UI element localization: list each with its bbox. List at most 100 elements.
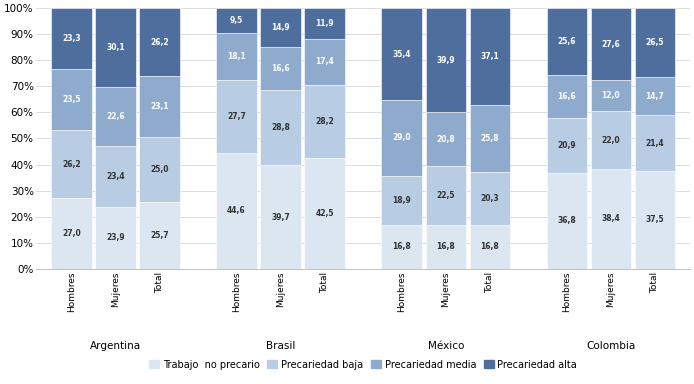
Text: 16,6: 16,6 [557,92,576,101]
Bar [217,8,257,33]
Text: 23,9: 23,9 [106,233,125,242]
Bar [382,8,422,100]
Bar [382,100,422,176]
Text: 16,6: 16,6 [271,64,290,73]
Text: México: México [428,341,464,351]
Bar [425,166,466,225]
Text: 27,7: 27,7 [227,112,246,121]
Bar [382,225,422,269]
Bar [260,90,301,166]
Bar [425,112,466,166]
Text: Argentina: Argentina [90,341,141,351]
Bar [470,105,510,172]
Bar [51,130,92,199]
Bar [425,8,466,112]
Text: 29,0: 29,0 [392,134,411,142]
Bar [591,80,631,111]
Bar [547,118,587,173]
Bar [591,8,631,80]
Bar [260,47,301,90]
Text: 21,4: 21,4 [645,139,664,148]
Bar [51,8,92,69]
Bar [51,69,92,130]
Bar [217,33,257,80]
Text: 23,1: 23,1 [150,102,169,111]
Text: 23,3: 23,3 [62,34,81,43]
Bar [139,76,180,137]
Bar [51,199,92,269]
Text: 18,9: 18,9 [392,196,411,205]
Legend: Trabajo  no precario, Precariedad baja, Precariedad media, Precariedad alta: Trabajo no precario, Precariedad baja, P… [145,356,581,373]
Text: 44,6: 44,6 [227,206,246,215]
Text: 37,1: 37,1 [480,52,499,61]
Text: 36,8: 36,8 [557,216,576,225]
Bar [95,207,135,269]
Bar [305,8,345,39]
Bar [425,225,466,269]
Text: 25,7: 25,7 [150,231,169,240]
Text: 25,0: 25,0 [150,165,169,174]
Bar [217,80,257,152]
Bar [591,111,631,169]
Text: 14,7: 14,7 [645,92,664,101]
Bar [95,8,135,87]
Text: 17,4: 17,4 [315,57,334,66]
Text: 26,5: 26,5 [645,38,664,47]
Bar [217,152,257,269]
Text: 30,1: 30,1 [106,43,125,52]
Text: Brasil: Brasil [266,341,295,351]
Bar [591,169,631,269]
Text: 12,0: 12,0 [602,91,620,100]
Bar [635,115,675,171]
Text: 22,0: 22,0 [602,136,620,144]
Text: 16,8: 16,8 [392,242,411,252]
Bar [470,225,510,269]
Text: 39,7: 39,7 [271,213,290,222]
Bar [139,8,180,76]
Bar [139,202,180,269]
Bar [635,8,675,77]
Text: 25,6: 25,6 [557,37,576,46]
Bar [470,172,510,225]
Bar [260,166,301,269]
Text: 9,5: 9,5 [230,16,243,25]
Bar [635,77,675,115]
Text: 23,4: 23,4 [106,172,125,180]
Text: 39,9: 39,9 [437,56,455,65]
Bar [305,84,345,158]
Text: 26,2: 26,2 [62,160,81,169]
Text: 20,9: 20,9 [557,141,576,150]
Bar [305,158,345,269]
Text: 27,6: 27,6 [602,40,620,49]
Text: 42,5: 42,5 [315,209,334,218]
Text: 38,4: 38,4 [602,214,620,223]
Text: 28,8: 28,8 [271,123,290,132]
Bar [305,39,345,84]
Text: 16,8: 16,8 [437,242,455,252]
Bar [547,173,587,269]
Text: 11,9: 11,9 [315,19,334,28]
Text: 28,2: 28,2 [315,117,334,126]
Text: 20,3: 20,3 [480,194,499,203]
Bar [547,8,587,75]
Text: 22,5: 22,5 [437,191,455,200]
Text: 23,5: 23,5 [62,95,81,104]
Bar [95,146,135,207]
Text: 27,0: 27,0 [62,229,81,238]
Text: 20,8: 20,8 [437,135,455,144]
Text: 37,5: 37,5 [645,215,664,224]
Bar [547,75,587,118]
Bar [470,8,510,105]
Text: Colombia: Colombia [586,341,636,351]
Bar [260,8,301,47]
Bar [382,176,422,225]
Text: 14,9: 14,9 [271,23,290,32]
Bar [95,87,135,146]
Text: 35,4: 35,4 [392,50,411,58]
Bar [139,137,180,202]
Text: 18,1: 18,1 [227,52,246,61]
Text: 22,6: 22,6 [106,112,125,121]
Text: 26,2: 26,2 [150,38,169,47]
Bar [635,171,675,269]
Text: 25,8: 25,8 [480,134,499,143]
